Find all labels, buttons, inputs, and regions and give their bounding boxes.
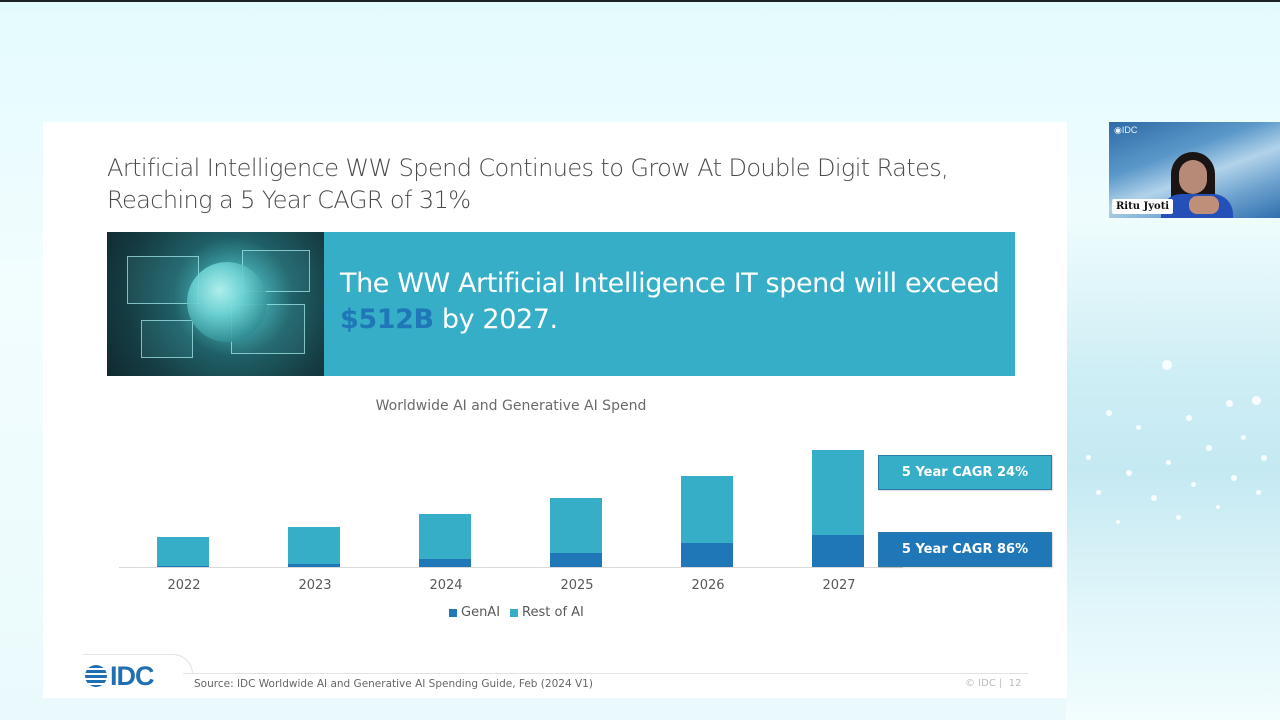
copyright-page: © IDC | 12 [965,678,1021,689]
x-tick-label: 2022 [167,578,201,593]
source-note: Source: IDC Worldwide AI and Generative … [194,678,593,690]
bar-2024 [419,514,471,567]
bar-2025 [550,498,602,567]
cagr-callout-genai: 5 Year CAGR 86% [878,532,1052,567]
speaker-video-tile[interactable]: ◉IDC Ritu Jyoti [1109,122,1280,218]
bar-2026 [681,476,733,567]
speaker-hands [1189,196,1219,214]
cagr-callout-total: 5 Year CAGR 24% [878,455,1052,490]
page-number: 12 [1008,678,1022,689]
banner-highlight-value: $512B [340,304,434,335]
background-particles [1066,220,1280,720]
legend-label: Rest of AI [522,605,584,620]
bar-2027 [812,450,864,567]
speaker-face [1179,160,1207,194]
idc-logo: IDC [85,660,154,691]
bar-2023 [288,527,340,567]
x-tick-label: 2024 [429,578,463,593]
ai-globe-image [107,232,324,376]
slide-title-line-1: Artificial Intelligence WW Spend Continu… [107,154,949,182]
x-tick-label: 2027 [822,578,856,593]
legend-label: GenAI [461,605,501,620]
x-tick-label: 2025 [560,578,594,593]
video-idc-logo: ◉IDC [1114,125,1138,135]
slide-title: Artificial Intelligence WW Spend Continu… [107,152,1007,216]
chart-title: Worldwide AI and Generative AI Spend [375,398,647,414]
x-tick-label: 2026 [691,578,725,593]
chart-legend: GenAI Rest of AI [449,605,584,620]
legend-item-rest-of-ai: Rest of AI [510,605,584,620]
stacked-bar-chart [119,442,903,568]
legend-swatch-genai [449,608,457,617]
presentation-slide: Artificial Intelligence WW Spend Continu… [43,122,1067,698]
banner-headline: The WW Artificial Intelligence IT spend … [340,266,1000,338]
idc-globe-icon [85,665,107,687]
footer-divider [183,673,1028,674]
bar-2022 [157,537,209,567]
legend-swatch-rest-of-ai [510,608,519,617]
x-tick-label: 2023 [298,578,332,593]
headline-banner: The WW Artificial Intelligence IT spend … [107,232,1015,376]
copyright-text: © IDC | [965,678,1003,689]
slide-title-line-2: Reaching a 5 Year CAGR of 31% [107,186,471,214]
x-axis-line [119,567,903,568]
legend-item-genai: GenAI [449,605,500,620]
idc-logo-text: IDC [110,660,154,691]
banner-text-after: by 2027. [433,304,558,335]
window-top-border [0,0,1280,2]
speaker-name-tag: Ritu Jyoti [1112,199,1174,214]
banner-text-before: The WW Artificial Intelligence IT spend … [340,268,1000,299]
